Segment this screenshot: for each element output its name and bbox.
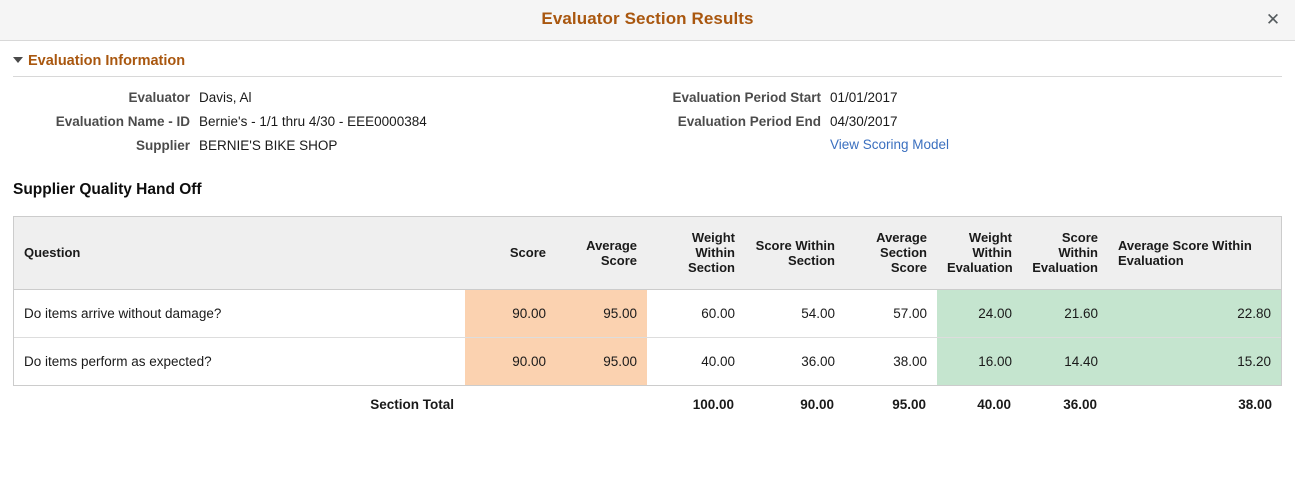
grid-title: Supplier Quality Hand Off bbox=[13, 181, 202, 198]
info-row-evaluation-name-id: Evaluation Name - ID Bernie's - 1/1 thru… bbox=[0, 110, 640, 134]
cell-average-score: 95.00 bbox=[556, 336, 647, 385]
total-average-score-within-evaluation: 38.00 bbox=[1238, 397, 1272, 412]
modal-title-bar: Evaluator Section Results ✕ bbox=[0, 0, 1295, 41]
info-value-evaluation-period-end: 04/30/2017 bbox=[830, 114, 898, 129]
info-label: Evaluation Period End bbox=[677, 114, 821, 129]
cell-weight-within-section: 40.00 bbox=[647, 336, 745, 385]
close-icon[interactable]: ✕ bbox=[1265, 10, 1281, 29]
page-title: Evaluator Section Results bbox=[541, 9, 754, 28]
info-row-evaluation-period-end: Evaluation Period End 04/30/2017 bbox=[640, 110, 1280, 134]
info-label: Evaluation Period Start bbox=[672, 90, 821, 105]
info-row-evaluator: Evaluator Davis, Al bbox=[0, 86, 640, 110]
info-row-scoring-model-link: View Scoring Model bbox=[640, 134, 1280, 156]
section-total-row: Section Total 100.00 90.00 95.00 40.00 3… bbox=[13, 386, 1282, 428]
info-value-evaluation-period-start: 01/01/2017 bbox=[830, 90, 898, 105]
cell-average-section-score: 38.00 bbox=[845, 336, 937, 385]
cell-average-section-score: 57.00 bbox=[845, 288, 937, 337]
evaluation-information-section-header[interactable]: Evaluation Information bbox=[13, 41, 1282, 77]
info-column-left: Evaluator Davis, Al Evaluation Name - ID… bbox=[0, 86, 640, 158]
chevron-down-icon[interactable] bbox=[13, 57, 23, 63]
evaluation-information-body: Evaluator Davis, Al Evaluation Name - ID… bbox=[0, 77, 1295, 167]
total-score-within-evaluation: 36.00 bbox=[1063, 397, 1097, 412]
column-header-average-score[interactable]: Average Score bbox=[556, 217, 647, 289]
column-header-average-section-score[interactable]: Average Section Score bbox=[845, 217, 937, 289]
cell-score: 90.00 bbox=[465, 288, 556, 337]
column-header-average-score-within-evaluation[interactable]: Average Score Within Evaluation bbox=[1108, 217, 1281, 289]
total-weight-within-evaluation: 40.00 bbox=[977, 397, 1011, 412]
section-results-table: Question Score Average Score Weight With… bbox=[13, 216, 1282, 386]
info-value-supplier: BERNIE'S BIKE SHOP bbox=[199, 138, 338, 153]
info-row-evaluation-period-start: Evaluation Period Start 01/01/2017 bbox=[640, 86, 1280, 110]
cell-question: Do items perform as expected? bbox=[14, 336, 465, 385]
cell-weight-within-section: 60.00 bbox=[647, 288, 745, 337]
cell-score-within-section: 54.00 bbox=[745, 288, 845, 337]
info-row-supplier: Supplier BERNIE'S BIKE SHOP bbox=[0, 134, 640, 158]
cell-average-score-within-evaluation: 22.80 bbox=[1108, 288, 1281, 337]
info-label: Evaluation Name - ID bbox=[55, 114, 190, 129]
cell-score-within-evaluation: 14.40 bbox=[1022, 336, 1108, 385]
total-spacer bbox=[13, 386, 202, 412]
section-total-label: Section Total bbox=[370, 397, 454, 412]
info-value-evaluator: Davis, Al bbox=[199, 90, 252, 105]
column-header-score-within-evaluation[interactable]: Score Within Evaluation bbox=[1022, 217, 1108, 289]
column-header-question[interactable]: Question bbox=[14, 217, 465, 289]
table-row: Do items perform as expected? 90.00 95.0… bbox=[14, 336, 1281, 385]
info-label: Evaluator bbox=[128, 90, 190, 105]
column-header-weight-within-section[interactable]: Weight Within Section bbox=[647, 217, 745, 289]
info-value-evaluation-name-id: Bernie's - 1/1 thru 4/30 - EEE0000384 bbox=[199, 114, 427, 129]
column-header-weight-within-evaluation[interactable]: Weight Within Evaluation bbox=[937, 217, 1022, 289]
cell-average-score-within-evaluation: 15.20 bbox=[1108, 336, 1281, 385]
section-header-label: Evaluation Information bbox=[28, 53, 186, 69]
view-scoring-model-link[interactable]: View Scoring Model bbox=[830, 137, 950, 152]
cell-score: 90.00 bbox=[465, 336, 556, 385]
column-header-score[interactable]: Score bbox=[465, 217, 556, 289]
column-header-score-within-section[interactable]: Score Within Section bbox=[745, 217, 845, 289]
total-score-within-section: 90.00 bbox=[800, 397, 834, 412]
cell-score-within-section: 36.00 bbox=[745, 336, 845, 385]
cell-weight-within-evaluation: 24.00 bbox=[937, 288, 1022, 337]
cell-question: Do items arrive without damage? bbox=[14, 288, 465, 337]
total-blank bbox=[464, 386, 646, 412]
table-row: Do items arrive without damage? 90.00 95… bbox=[14, 288, 1281, 337]
cell-average-score: 95.00 bbox=[556, 288, 647, 337]
total-average-section-score: 95.00 bbox=[892, 397, 926, 412]
total-weight-within-section: 100.00 bbox=[692, 397, 734, 412]
table-header-row: Question Score Average Score Weight With… bbox=[14, 217, 1281, 289]
info-label: Supplier bbox=[135, 138, 190, 153]
cell-weight-within-evaluation: 16.00 bbox=[937, 336, 1022, 385]
info-column-right: Evaluation Period Start 01/01/2017 Evalu… bbox=[640, 86, 1280, 156]
cell-score-within-evaluation: 21.60 bbox=[1022, 288, 1108, 337]
